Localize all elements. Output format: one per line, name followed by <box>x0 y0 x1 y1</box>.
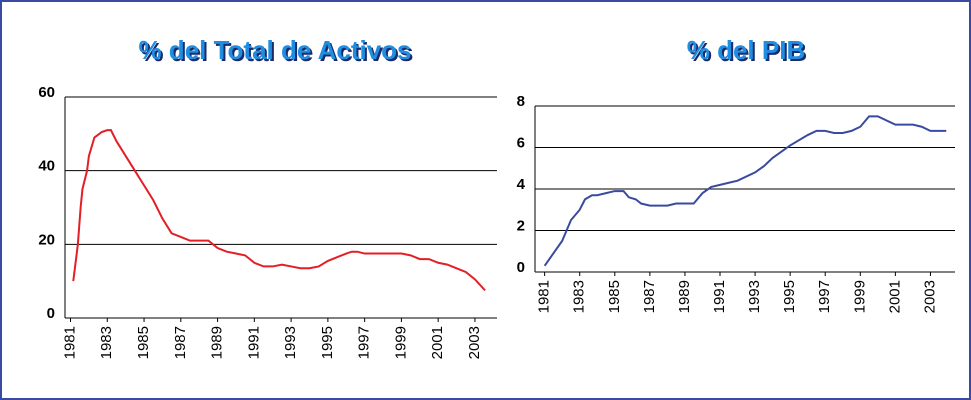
chart-title: % del Total de Activos <box>138 35 411 65</box>
y-tick-label: 4 <box>517 176 526 193</box>
y-tick-label: 8 <box>517 93 525 110</box>
y-tick-label: 2 <box>517 217 525 234</box>
x-tick-label: 2003 <box>466 326 483 359</box>
x-tick-label: 1981 <box>61 326 78 359</box>
x-tick-label: 1987 <box>641 280 658 313</box>
x-tick-label: 1991 <box>711 280 728 313</box>
y-tick-label: 0 <box>517 259 525 276</box>
x-tick-label: 1997 <box>356 326 373 359</box>
x-tick-label: 1987 <box>172 326 189 359</box>
chart-title-shadow: % del Total de Activos <box>140 37 413 67</box>
x-tick-label: 1989 <box>676 280 693 313</box>
y-tick-label: 20 <box>38 231 55 248</box>
x-tick-label: 1993 <box>282 326 299 359</box>
y-tick-label: 40 <box>38 158 55 175</box>
y-tick-label: 6 <box>517 134 525 151</box>
chart-title-shadow: % del PIB <box>689 37 807 67</box>
x-tick-label: 1989 <box>209 326 226 359</box>
x-tick-label: 2001 <box>429 326 446 359</box>
y-tick-label: 0 <box>47 305 55 322</box>
y-tick-label: 60 <box>38 84 55 101</box>
x-tick-label: 1985 <box>135 326 152 359</box>
x-tick-label: 1995 <box>319 326 336 359</box>
chart-title: % del PIB <box>687 35 805 65</box>
x-tick-label: 1985 <box>606 280 623 313</box>
series-line <box>543 115 947 267</box>
x-tick-label: 1983 <box>571 280 588 313</box>
series-line <box>72 129 486 292</box>
x-tick-label: 2001 <box>886 280 903 313</box>
x-tick-label: 1993 <box>746 280 763 313</box>
x-tick-label: 1983 <box>98 326 115 359</box>
x-tick-label: 2003 <box>921 280 938 313</box>
x-tick-label: 1981 <box>536 280 553 313</box>
x-tick-label: 1997 <box>816 280 833 313</box>
x-tick-label: 1995 <box>781 280 798 313</box>
x-tick-label: 1991 <box>245 326 262 359</box>
x-tick-label: 1999 <box>851 280 868 313</box>
x-tick-label: 1999 <box>392 326 409 359</box>
